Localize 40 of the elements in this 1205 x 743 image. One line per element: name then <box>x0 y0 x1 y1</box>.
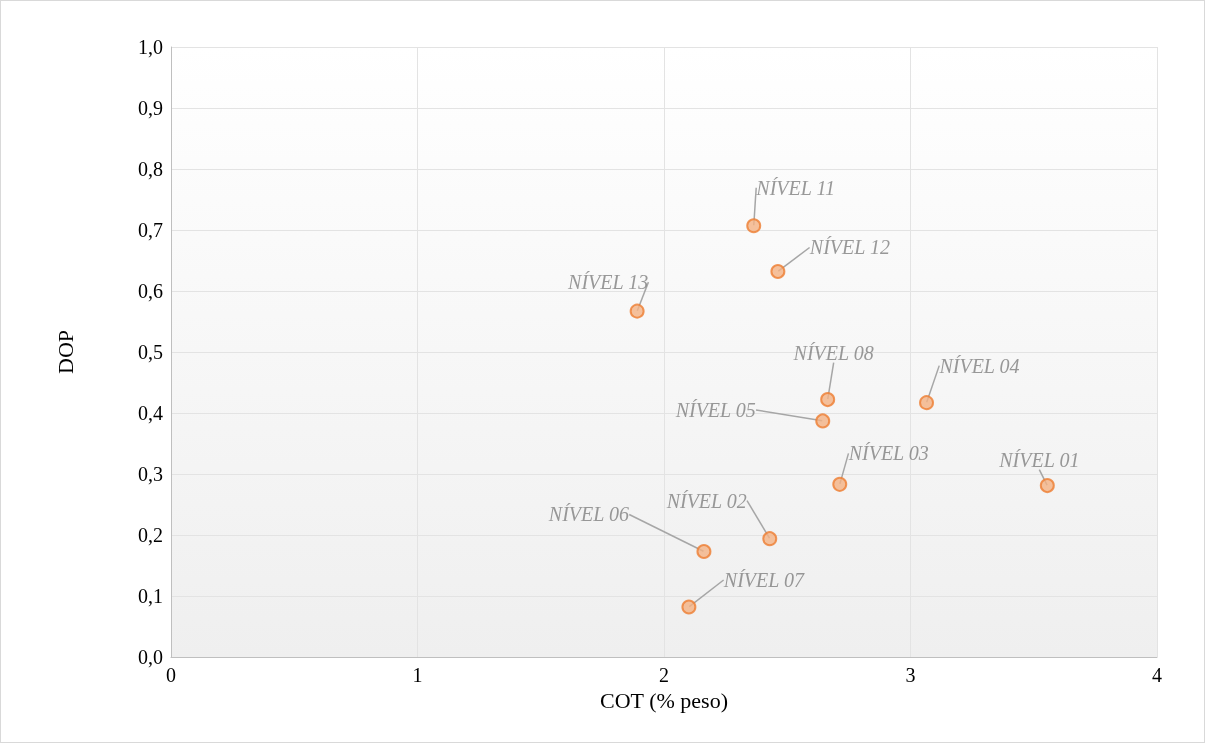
annotation: NÍVEL 04 <box>938 354 1020 377</box>
point <box>919 395 935 411</box>
annotation: NÍVEL 12 <box>808 236 890 259</box>
point <box>832 476 848 492</box>
y-tick-label: 0,0 <box>138 646 163 668</box>
point <box>1039 478 1055 494</box>
point <box>696 543 712 559</box>
annotation: NÍVEL 02 <box>665 489 747 512</box>
y-tick-label: 0,1 <box>138 585 163 607</box>
point <box>820 392 836 408</box>
annotation: NÍVEL 03 <box>847 442 929 465</box>
annotation: NÍVEL 08 <box>792 341 874 364</box>
annotation: NÍVEL 07 <box>722 568 805 591</box>
annotation: NÍVEL 05 <box>674 398 756 421</box>
x-tick-label: 0 <box>166 664 176 686</box>
point <box>762 531 778 547</box>
y-tick-label: 0,7 <box>138 219 163 241</box>
point <box>815 413 831 429</box>
y-tick-label: 0,9 <box>138 97 163 119</box>
y-tick-label: 0,6 <box>138 280 163 302</box>
point <box>746 218 762 234</box>
x-tick-label: 1 <box>412 664 423 686</box>
point <box>770 263 786 279</box>
y-tick-label: 0,4 <box>138 402 163 424</box>
x-tick-label: 3 <box>905 664 916 686</box>
y-tick-label: 1,0 <box>138 36 163 58</box>
y-tick-label: 0,2 <box>138 524 163 546</box>
annotation: NÍVEL 11 <box>755 176 836 199</box>
annotation: NÍVEL 13 <box>567 271 649 294</box>
x-tick-label: 2 <box>659 664 669 686</box>
y-tick-label: 0,8 <box>138 158 163 180</box>
y-tick-label: 0,5 <box>138 341 163 363</box>
annotation: NÍVEL 06 <box>547 503 630 526</box>
point <box>629 303 645 319</box>
annotation: NÍVEL 01 <box>998 448 1080 471</box>
point <box>681 599 697 615</box>
y-tick-label: 0,3 <box>138 463 163 485</box>
y-axis-title: DOP <box>52 329 78 375</box>
x-axis-title: COT (% peso) <box>600 688 728 714</box>
x-tick-label: 4 <box>1152 664 1162 686</box>
